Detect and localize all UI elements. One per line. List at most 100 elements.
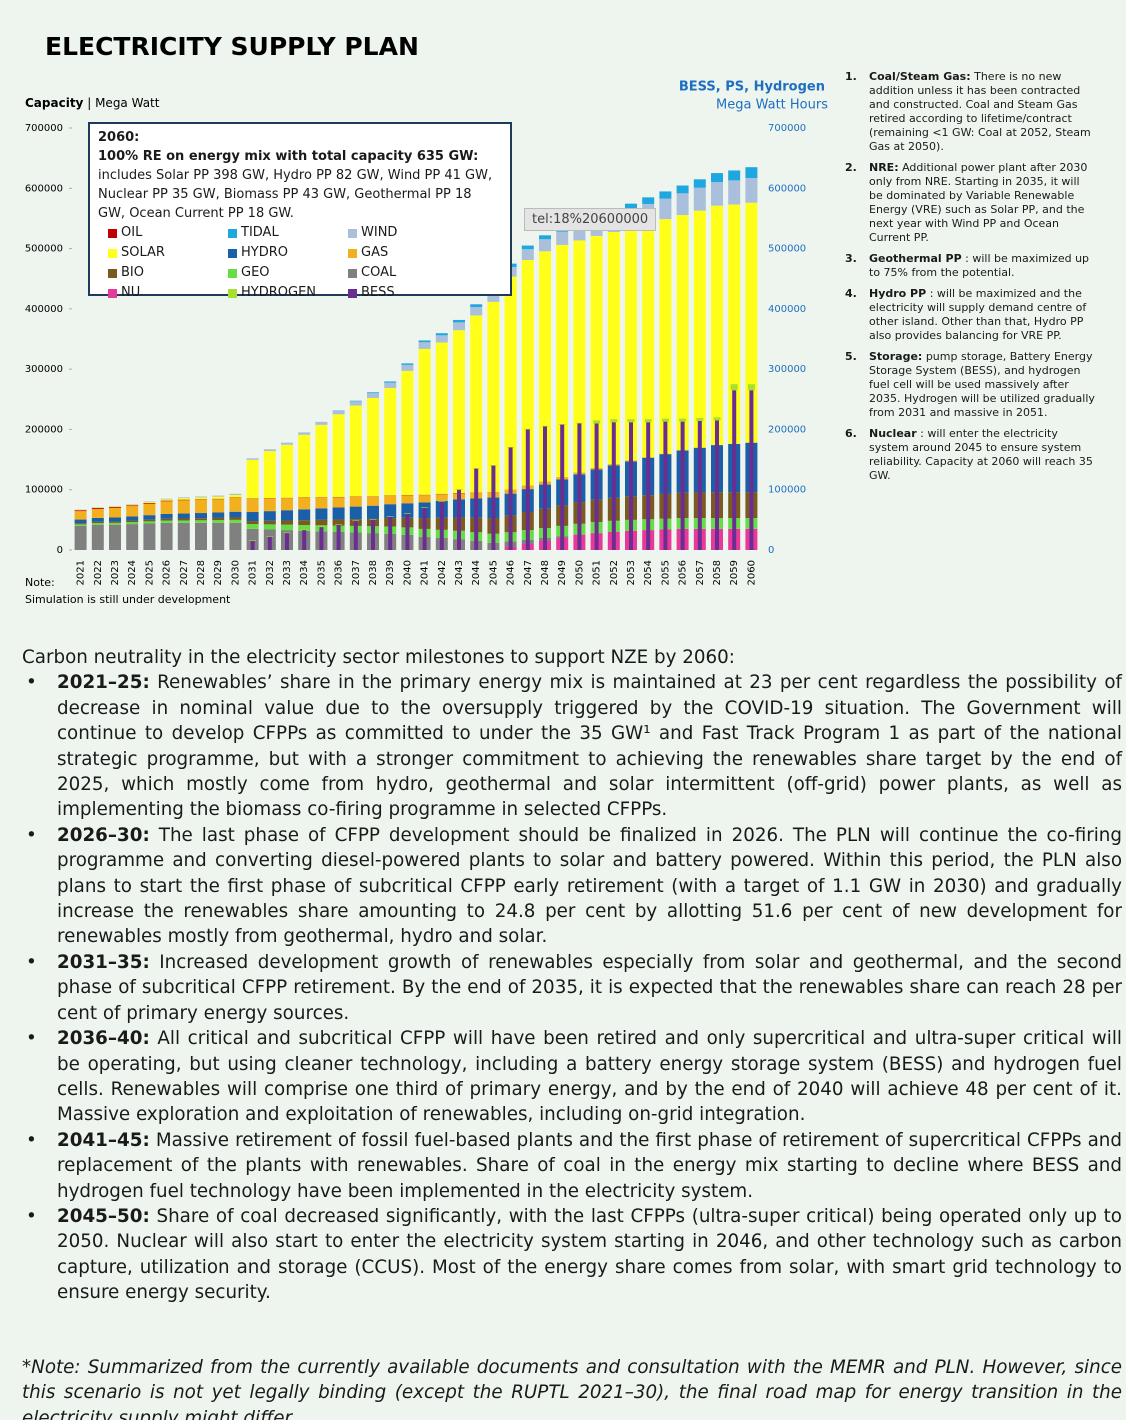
y-tick-label: 100000: [25, 485, 63, 496]
y-tick-label: 300000: [25, 364, 63, 375]
bar-segment: [384, 495, 397, 505]
bar-segment-y2: [732, 390, 737, 550]
x-tick-label: 2024: [127, 560, 138, 585]
note-content: Hydro PP : will be maximized and the ele…: [869, 287, 1095, 343]
bar-segment-y2: [285, 533, 289, 550]
x-tick-label: 2046: [506, 560, 517, 585]
legend-label: HYDRO: [241, 245, 288, 260]
bar-segment: [143, 502, 156, 504]
bar-segment: [109, 524, 121, 550]
bar-segment: [91, 523, 104, 525]
bar-segment: [332, 410, 345, 415]
bar-segment: [263, 511, 276, 521]
bar-segment: [590, 235, 603, 469]
chart-title: ELECTRICITY SUPPLY PLAN: [45, 32, 419, 61]
bar-segment: [539, 251, 551, 482]
milestone-text: Massive retirement of fossil fuel-based …: [57, 1129, 1122, 1202]
bar-segment-y2: [388, 516, 393, 550]
bar-segment: [556, 244, 569, 478]
bar-segment-y2: [283, 532, 291, 534]
x-tick-label: 2059: [729, 560, 740, 585]
bar-segment: [384, 382, 397, 389]
bar-segment: [470, 304, 483, 307]
milestone: 2021–25: Renewables’ share in the primar…: [22, 670, 1122, 822]
note-content: Nuclear : will enter the electricity sys…: [869, 427, 1095, 483]
bar-segment: [384, 381, 397, 383]
y2-tick-label: 400000: [768, 304, 806, 315]
bar-segment-y2: [422, 507, 427, 550]
bar-segment: [246, 528, 259, 550]
bar-segment: [453, 330, 465, 493]
legend-item: HYDRO: [228, 243, 348, 263]
bar-segment-y2: [421, 507, 429, 508]
x-tick-label: 2036: [334, 560, 345, 585]
bar-segment: [246, 524, 259, 529]
y2-tick-label: 100000: [768, 485, 806, 496]
bar-segment: [212, 495, 225, 497]
bar-segment: [74, 524, 87, 526]
bar-segment-y2: [525, 429, 530, 550]
bar-segment: [642, 223, 655, 458]
chart: ELECTRICITY SUPPLY PLAN Capacity | Mega …: [25, 32, 828, 606]
bar-segment: [91, 517, 104, 522]
legend-item: TIDAL: [228, 223, 348, 243]
milestone: 2041–45: Massive retirement of fossil fu…: [22, 1128, 1122, 1204]
bar-segment: [401, 364, 414, 371]
x-tick-label: 2058: [712, 560, 723, 585]
y2-tick-label: 300000: [768, 364, 806, 375]
bar-segment: [143, 523, 156, 550]
y-axis-title-bold: Capacity: [25, 96, 84, 110]
bar-segment: [212, 517, 225, 521]
bar-segment: [539, 235, 551, 240]
bar-segment-y2: [386, 516, 394, 517]
bar-segment: [195, 518, 207, 521]
bar-segment: [693, 210, 706, 448]
bar-segment: [160, 501, 173, 514]
note-text: : will be maximized up to 75% from the p…: [869, 252, 1090, 279]
bar-segment: [177, 522, 190, 550]
annotation-text: includes Solar PP 398 GW, Hydro PP 82 GW…: [98, 168, 493, 221]
bar-segment: [229, 517, 242, 520]
bar-segment: [143, 502, 156, 503]
footnote: *Note: Summarized from the currently ava…: [22, 1357, 1122, 1420]
bar-segment: [229, 493, 242, 496]
bar-segment: [349, 506, 362, 520]
bar-segment: [315, 497, 328, 509]
bar-segment-y2: [508, 447, 513, 550]
bar-segment: [91, 508, 104, 518]
x-tick-label: 2045: [488, 560, 499, 585]
bar-segment-y2: [353, 521, 358, 550]
x-tick-label: 2048: [540, 560, 551, 585]
y-axis-title-unit: | Mega Watt: [87, 96, 160, 110]
bar-segment: [91, 524, 104, 550]
bar-segment-y2: [439, 501, 444, 550]
annotation-box: 2060: 100% RE on energy mix with total c…: [88, 122, 512, 300]
bar-segment: [263, 498, 276, 512]
intro: Carbon neutrality in the electricity sec…: [22, 647, 735, 668]
bar-segment: [195, 497, 207, 500]
x-tick-label: 2049: [557, 560, 568, 585]
x-tick-label: 2029: [213, 560, 224, 585]
legend-item: NU: [108, 283, 228, 303]
bar-segment-y2: [730, 384, 738, 391]
note-item: 2. NRE: Additional power plant after 2030…: [845, 161, 1095, 245]
bar-segment: [91, 507, 104, 509]
bar-segment-y2: [507, 446, 515, 448]
x-tick-label: 2052: [609, 560, 620, 585]
x-tick-label: 2030: [230, 560, 241, 585]
note-title: Nuclear: [869, 427, 917, 440]
legend-label: SOLAR: [121, 245, 165, 260]
x-tick-label: 2021: [76, 560, 87, 585]
milestone-list: 2021–25: Renewables’ share in the primar…: [22, 670, 1122, 1305]
bar-segment: [435, 342, 448, 494]
bar-segment: [642, 197, 655, 204]
legend-swatch: [348, 268, 357, 278]
bar-segment: [676, 215, 689, 451]
bar-segment: [126, 524, 139, 550]
x-tick-label: 2060: [746, 560, 757, 585]
bar-segment: [263, 520, 276, 525]
note-item: 3. Geothermal PP : will be maximized up t…: [845, 252, 1095, 280]
x-tick-label: 2051: [592, 560, 603, 585]
bar-segment: [556, 231, 569, 245]
bar-segment-y2: [319, 527, 324, 550]
